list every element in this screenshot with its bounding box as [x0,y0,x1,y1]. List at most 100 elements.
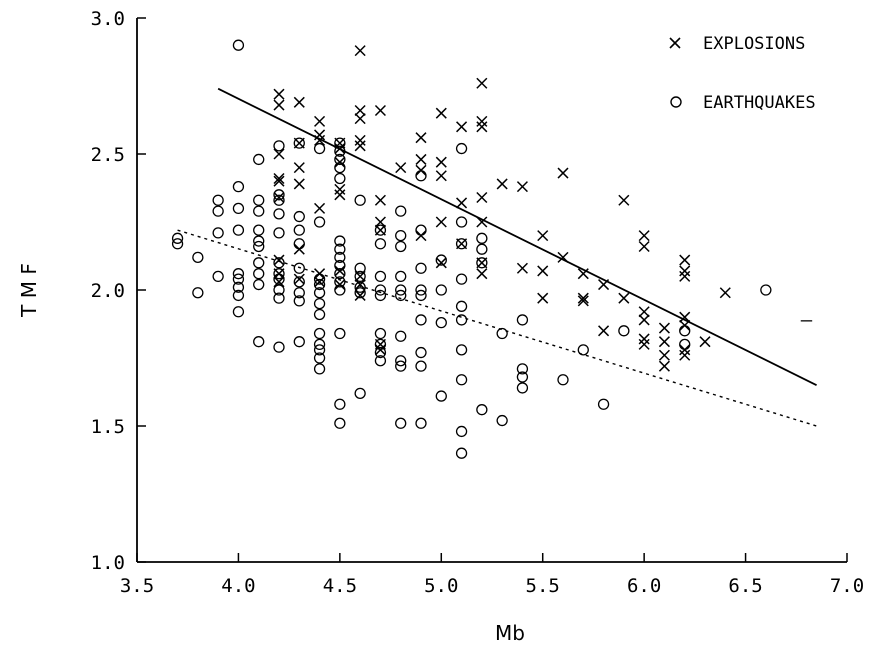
point-explosions [273,175,285,187]
x-tick-label: 6.5 [728,575,762,597]
point-explosions [719,287,731,299]
point-earthquakes [395,360,407,372]
point-explosions [476,115,488,127]
point-earthquakes [516,382,529,394]
point-earthquakes [476,243,488,255]
point-explosions [354,279,366,291]
point-earthquakes [395,270,407,283]
point-explosions [496,178,508,190]
point-earthquakes [455,216,468,228]
point-earthquakes [577,344,589,356]
point-explosions [476,77,488,89]
point-explosions [435,257,447,269]
x-tick-label: 4.5 [323,575,357,597]
point-earthquakes [415,346,427,359]
point-earthquakes [415,360,427,372]
point-explosions [476,268,488,280]
point-explosions [537,292,549,304]
point-earthquakes [354,287,366,299]
point-explosions [557,167,569,179]
point-earthquakes [313,352,326,364]
y-tick-label: 1.0 [91,552,125,574]
point-explosions [293,273,305,285]
point-explosions [273,88,285,100]
point-earthquakes [415,224,427,236]
point-earthquakes [253,194,265,206]
point-earthquakes [334,284,346,296]
point-explosions [435,156,447,168]
point-explosions [273,276,285,288]
point-explosions [638,240,650,253]
point-earthquakes [354,194,366,206]
point-earthquakes [334,327,346,340]
point-explosions [334,189,346,201]
point-explosions [293,96,305,108]
point-earthquakes [313,273,326,285]
point-earthquakes [232,289,245,302]
point-earthquakes [313,278,326,291]
point-explosions [618,194,630,206]
point-earthquakes [293,295,305,307]
point-explosions [415,153,427,165]
point-earthquakes [435,390,447,402]
point-earthquakes [455,344,468,356]
point-explosions [314,202,326,214]
point-earthquakes [334,137,346,149]
point-earthquakes [435,284,447,296]
point-earthquakes [516,371,529,383]
point-earthquakes [455,374,468,386]
point-earthquakes [496,327,508,340]
point-explosions [679,311,691,323]
point-earthquakes [334,243,346,255]
point-explosions [658,336,670,348]
point-explosions [354,113,366,125]
point-explosions [435,107,447,119]
point-earthquakes [253,205,265,217]
x-tick-label: 7.0 [830,575,864,597]
point-earthquakes [253,336,265,348]
x-tick-label: 5.5 [526,575,560,597]
point-earthquakes [273,189,285,201]
point-explosions [638,314,650,326]
point-earthquakes [313,142,326,155]
point-earthquakes [171,232,184,244]
point-explosions [354,140,366,152]
y-tick-label: 2.5 [91,144,125,166]
point-earthquakes [232,281,245,293]
point-explosions [476,216,488,228]
point-earthquakes [334,398,346,410]
fit-line-earthquakes [177,229,817,427]
point-earthquakes [232,224,245,236]
point-explosions [314,134,326,146]
point-earthquakes [293,210,305,223]
y-tick-label: 1.5 [91,416,125,438]
point-earthquakes [455,142,468,155]
point-explosions [354,134,366,146]
point-explosions [395,162,407,174]
point-explosions [293,162,305,174]
markers [171,39,772,459]
point-explosions [456,197,468,209]
point-earthquakes [334,276,346,288]
point-earthquakes [374,224,387,236]
point-earthquakes [395,240,407,253]
point-explosions [273,172,285,185]
point-earthquakes [212,205,224,217]
point-earthquakes [557,374,569,386]
point-earthquakes [395,330,407,342]
point-earthquakes [679,325,691,337]
point-explosions [334,183,346,195]
point-earthquakes [395,417,407,429]
x-axis-title: Mb [495,621,525,645]
point-explosions [679,270,691,282]
point-explosions [476,191,488,204]
point-earthquakes [334,153,346,166]
x-tick-label: 3.5 [120,575,154,597]
point-earthquakes [415,170,427,182]
point-earthquakes [273,341,285,353]
point-earthquakes [313,297,326,310]
point-explosions [435,216,447,228]
point-earthquakes [415,284,427,296]
point-explosions [658,360,670,372]
point-explosions [354,104,366,117]
